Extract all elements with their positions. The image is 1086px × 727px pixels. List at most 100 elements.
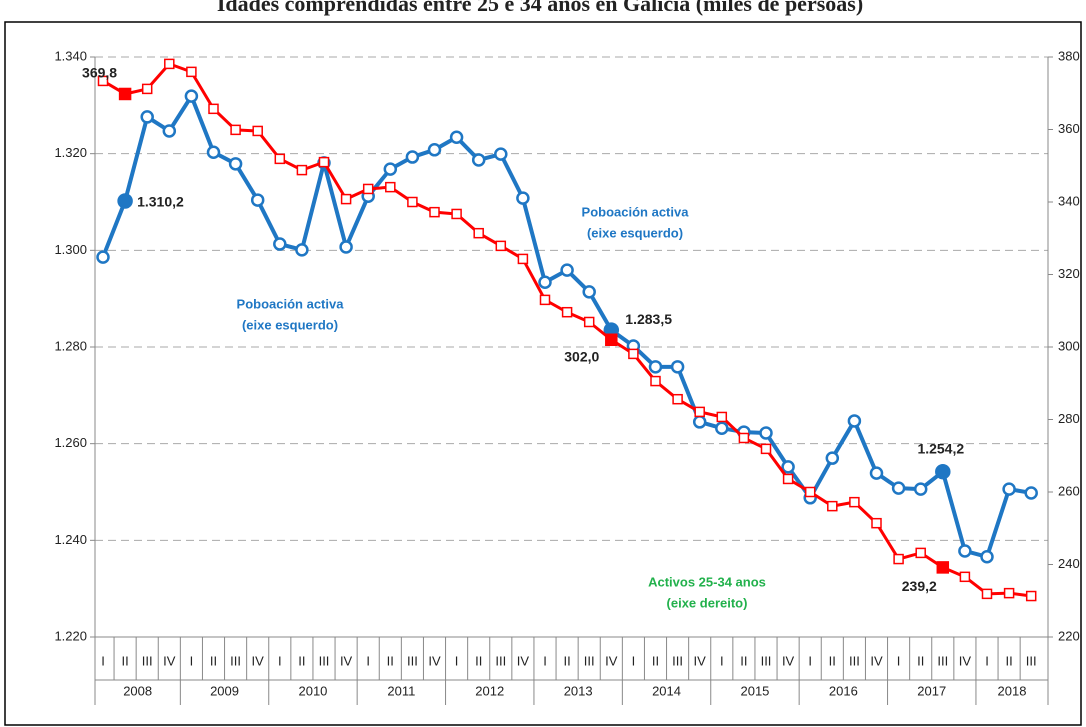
annotation: Poboación activa (582, 204, 690, 219)
y2-tick-label: 280 (1058, 411, 1080, 426)
annotation: (eixe esquerdo) (587, 225, 683, 240)
marker (471, 153, 486, 167)
y2-tick-label: 340 (1058, 193, 1080, 208)
x-group-label: 2018 (998, 683, 1027, 698)
x-tick-label: I (101, 653, 105, 668)
marker (495, 240, 507, 252)
marker (318, 156, 330, 168)
marker (583, 316, 595, 328)
marker (1003, 587, 1015, 599)
marker (648, 360, 663, 374)
x-tick-label: II (210, 653, 217, 668)
x-tick-label: III (937, 653, 948, 668)
marker (296, 164, 308, 176)
x-group-label: 2011 (387, 683, 415, 698)
marker (781, 460, 795, 474)
x-tick-label: IV (517, 653, 530, 668)
x-group-label: 2016 (829, 683, 858, 698)
marker (981, 588, 993, 600)
y-tick-label: 1.280 (54, 338, 87, 353)
y-tick-label: 1.240 (54, 532, 87, 547)
x-group-label: 2013 (564, 683, 593, 698)
marker (274, 153, 286, 165)
marker (383, 162, 398, 176)
marker (339, 240, 353, 254)
x-tick-label: IV (782, 653, 795, 668)
marker (362, 183, 374, 195)
x-tick-label: III (672, 653, 683, 668)
marker (715, 421, 729, 435)
value-label: 239,2 (902, 578, 937, 594)
x-tick-label: II (829, 653, 836, 668)
y-tick-label: 1.300 (54, 242, 87, 257)
marker (958, 544, 972, 558)
marker (473, 227, 484, 239)
marker (891, 481, 906, 495)
x-tick-label: II (387, 653, 394, 668)
y-tick-label: 1.320 (54, 145, 87, 160)
marker (871, 517, 882, 529)
x-group-label: 2009 (210, 683, 239, 698)
x-tick-label: I (366, 653, 370, 668)
marker (206, 145, 221, 159)
marker (913, 482, 928, 496)
x-group-label: 2014 (652, 683, 681, 698)
x-group-label: 2017 (917, 683, 946, 698)
x-tick-label: II (563, 653, 570, 668)
marker (561, 306, 573, 318)
x-tick-label: I (543, 653, 547, 668)
annotation: Poboación activa (237, 296, 345, 311)
x-tick-label: IV (870, 653, 883, 668)
marker (385, 181, 396, 193)
x-tick-label: II (298, 653, 305, 668)
marker (670, 360, 685, 374)
marker (915, 547, 926, 559)
y2-tick-label: 380 (1058, 48, 1080, 63)
x-tick-label: IV (340, 653, 353, 668)
marker (694, 406, 705, 418)
x-tick-label: I (808, 653, 812, 668)
x-tick-label: III (1026, 653, 1037, 668)
marker (340, 193, 352, 205)
y2-tick-label: 240 (1058, 556, 1080, 571)
x-group-label: 2012 (475, 683, 504, 698)
marker (295, 243, 309, 257)
marker (847, 414, 862, 428)
marker (804, 486, 816, 498)
marker (162, 124, 177, 138)
marker (936, 561, 950, 574)
marker (1002, 482, 1016, 496)
marker (935, 463, 951, 480)
x-tick-label: IV (163, 653, 176, 668)
marker (760, 443, 772, 455)
marker (407, 196, 418, 208)
marker (250, 193, 265, 207)
value-label: 1.254,2 (917, 440, 964, 456)
x-tick-label: III (584, 653, 595, 668)
x-tick-label: I (190, 653, 194, 668)
marker (538, 275, 552, 289)
x-tick-label: IV (252, 653, 265, 668)
x-tick-label: II (121, 653, 128, 668)
marker (716, 411, 728, 423)
marker (827, 500, 838, 512)
x-tick-label: I (632, 653, 636, 668)
x-group-label: 2008 (123, 683, 152, 698)
x-tick-label: I (985, 653, 989, 668)
marker (560, 263, 574, 277)
x-group-label: 2010 (298, 683, 327, 698)
marker (692, 415, 707, 429)
marker (959, 571, 971, 583)
annotation: (eixe dereito) (667, 595, 748, 610)
marker (759, 426, 773, 440)
marker (893, 553, 904, 565)
marker (427, 143, 442, 157)
x-tick-label: I (278, 653, 282, 668)
x-tick-label: II (475, 653, 482, 668)
marker (605, 333, 618, 346)
marker (117, 193, 133, 209)
marker (738, 432, 750, 444)
x-group-label: 2015 (740, 683, 769, 698)
x-tick-label: III (849, 653, 860, 668)
chart-border (4, 21, 1082, 726)
